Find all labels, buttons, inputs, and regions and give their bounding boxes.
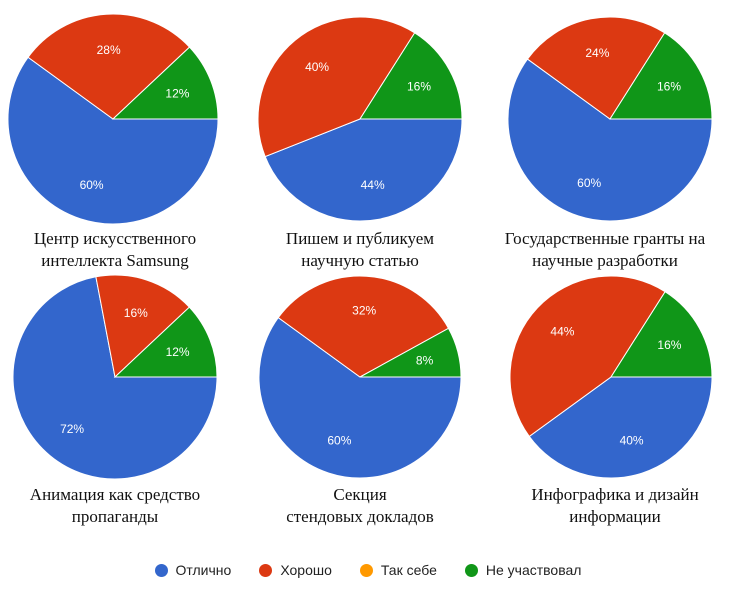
legend-item-so-so[interactable]: Так себе: [359, 562, 437, 578]
pie-4-label-not-participated: 12%: [166, 345, 190, 359]
pie-6-slice-good[interactable]: [509, 275, 666, 438]
pie-6-slice-excellent[interactable]: [528, 376, 713, 479]
pie-2-label-excellent: 44%: [361, 178, 385, 192]
pie-caption-3: Государственные гранты на научные разраб…: [490, 228, 720, 272]
pie-5-label-good: 32%: [352, 303, 376, 317]
caption-line: информации: [569, 507, 661, 526]
caption-line: интеллекта Samsung: [41, 251, 189, 270]
pie-4-label-good: 16%: [124, 306, 148, 320]
chart-legend: Отлично Хорошо Так себе Не участвовал: [0, 558, 736, 582]
pie-3-label-excellent: 60%: [577, 176, 601, 190]
pie-caption-1: Центр искусственного интеллекта Samsung: [0, 228, 230, 272]
legend-label: Так себе: [380, 562, 437, 578]
legend-item-not-participated[interactable]: Не участвовал: [464, 562, 582, 578]
legend-label: Не участвовал: [485, 562, 582, 578]
pie-6-label-not-participated: 16%: [657, 338, 681, 352]
pie-caption-2: Пишем и публикуем научную статью: [245, 228, 475, 272]
pie-1-label-excellent: 60%: [80, 178, 104, 192]
pie-4-label-excellent: 72%: [60, 422, 84, 436]
pie-6-slice-not-participated[interactable]: [610, 291, 713, 378]
pie-2-slice-not-participated[interactable]: [359, 32, 463, 120]
pie-5-slice-good[interactable]: [277, 275, 450, 378]
caption-line: Инфографика и дизайн: [531, 485, 699, 504]
legend-label: Отлично: [175, 562, 232, 578]
pie-5-label-not-participated: 8%: [416, 353, 434, 367]
legend-label: Хорошо: [280, 562, 332, 578]
pie-3-label-good: 24%: [585, 46, 609, 60]
pie-6-label-excellent: 40%: [620, 433, 644, 447]
pie-3-slice-good[interactable]: [526, 16, 666, 120]
legend-swatch: [154, 563, 168, 577]
pie-charts-grid: 60% 28% 12% 44% 40% 16% 60% 24% 16% 72% 16% 12% 60% 3…: [7, 13, 713, 480]
caption-line: стендовых докладов: [286, 507, 434, 526]
pie-2-label-good: 40%: [305, 60, 329, 74]
pie-6-label-good: 44%: [550, 324, 574, 338]
pie-5-label-excellent: 60%: [327, 433, 351, 447]
pie-3-slice-not-participated[interactable]: [609, 32, 713, 120]
pie-2-label-not-participated: 16%: [407, 80, 431, 94]
pie-caption-4: Анимация как средство пропаганды: [0, 484, 230, 528]
caption-line: Государственные гранты на: [504, 229, 706, 248]
pie-1-slice-good[interactable]: [27, 13, 191, 120]
pie-caption-6: Инфографика и дизайн информации: [500, 484, 730, 528]
caption-line: Секция: [333, 485, 387, 504]
legend-item-good[interactable]: Хорошо: [259, 562, 332, 578]
pie-2-slice-excellent[interactable]: [264, 118, 463, 222]
pie-3-label-not-participated: 16%: [657, 80, 681, 94]
pie-4-slice-excellent[interactable]: [12, 276, 218, 480]
pie-3-slice-excellent[interactable]: [507, 58, 713, 222]
pie-1-label-not-participated: 12%: [165, 86, 189, 100]
pie-5-slice-not-participated[interactable]: [359, 327, 462, 378]
pie-1-slice-excellent[interactable]: [7, 56, 219, 225]
legend-swatch: [464, 563, 478, 577]
caption-line: пропаганды: [71, 507, 159, 526]
legend-swatch: [359, 563, 373, 577]
caption-line: Пишем и публикуем: [285, 229, 435, 248]
pie-1-label-good: 28%: [97, 43, 121, 57]
pie-4-slice-not-participated[interactable]: [113, 306, 218, 378]
caption-line: научные разработки: [532, 251, 678, 270]
pie-2-slice-good[interactable]: [257, 16, 416, 158]
caption-line: Центр искусственного: [33, 229, 197, 248]
pie-4-slice-good[interactable]: [95, 274, 191, 378]
caption-line: Анимация как средство: [29, 485, 201, 504]
legend-item-excellent[interactable]: Отлично: [154, 562, 232, 578]
pie-caption-5: Секция стендовых докладов: [245, 484, 475, 528]
caption-line: научную статью: [301, 251, 419, 270]
legend-swatch: [259, 563, 273, 577]
pie-5-slice-excellent[interactable]: [258, 316, 462, 479]
pie-1-slice-not-participated[interactable]: [111, 46, 219, 120]
